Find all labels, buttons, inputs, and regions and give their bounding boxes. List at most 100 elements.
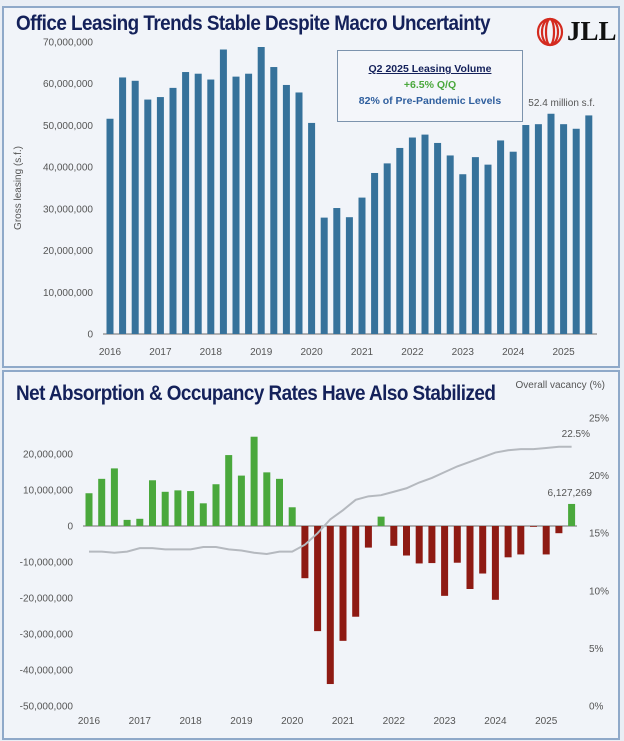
- leasing-bar: [396, 147, 404, 334]
- net-absorption-bar-positive: [263, 472, 271, 526]
- y-tick-label: 70,000,000: [43, 38, 93, 49]
- y2-tick-label: 15%: [589, 529, 609, 540]
- x-tick-label: 2018: [179, 716, 202, 727]
- net-absorption-bar-positive: [187, 491, 195, 526]
- y2-tick-label: 10%: [589, 586, 609, 597]
- net-absorption-bar-positive: [110, 468, 118, 526]
- leasing-bar: [194, 73, 202, 335]
- leasing-bar: [270, 67, 278, 335]
- leasing-bar: [282, 84, 290, 334]
- net-absorption-bar-positive: [225, 455, 233, 526]
- callout-heading: Q2 2025 Leasing Volume: [368, 63, 492, 75]
- jll-logo-text: JLL: [567, 16, 617, 46]
- vacancy-annotation: 22.5%: [562, 429, 590, 440]
- callout-box: Q2 2025 Leasing Volume +6.5% Q/Q 82% of …: [337, 50, 523, 122]
- absorption-panel: Net Absorption & Occupancy Rates Have Al…: [2, 370, 620, 740]
- net-absorption-bar-negative: [479, 526, 487, 574]
- y-tick-label: 10,000,000: [43, 288, 93, 299]
- y-tick-label: 50,000,000: [43, 121, 93, 132]
- leasing-bar: [345, 217, 353, 334]
- net-absorption-bar-positive: [237, 475, 245, 526]
- y2-tick-label: 5%: [589, 644, 604, 655]
- leasing-bar: [547, 113, 555, 335]
- leasing-bar: [371, 172, 379, 334]
- leasing-bar: [421, 134, 429, 334]
- jll-logo: JLL: [536, 16, 617, 47]
- x-tick-label: 2025: [535, 716, 558, 727]
- jll-rings-logo-icon: [536, 17, 564, 46]
- leasing-bar: [333, 208, 341, 334]
- net-absorption-bar-negative: [428, 526, 436, 564]
- net-absorption-bar-positive: [212, 484, 220, 526]
- leasing-bar: [182, 72, 190, 334]
- net-absorption-bar-positive: [276, 478, 283, 526]
- absorption-chart-title: Net Absorption & Occupancy Rates Have Al…: [16, 382, 496, 405]
- y-tick-label: 0: [67, 522, 73, 533]
- leasing-bar: [295, 92, 303, 334]
- x-tick-label: 2016: [78, 716, 101, 727]
- leasing-bar: [257, 47, 265, 335]
- y-tick-label: -20,000,000: [20, 594, 74, 605]
- x-tick-label: 2016: [99, 347, 122, 358]
- net-absorption-bar-positive: [568, 503, 576, 526]
- y2-tick-label: 25%: [589, 414, 609, 425]
- y2-axis-title: Overall vacancy (%): [516, 380, 605, 391]
- x-tick-label: 2020: [281, 716, 304, 727]
- x-tick-label: 2022: [383, 716, 406, 727]
- leasing-bar: [144, 99, 152, 335]
- x-tick-label: 2020: [300, 347, 323, 358]
- leasing-bar: [471, 157, 479, 334]
- leasing-bar: [383, 163, 391, 334]
- net-absorption-bar-negative: [390, 526, 398, 546]
- leasing-bar: [522, 125, 530, 334]
- net-absorption-bar-negative: [314, 526, 322, 632]
- leasing-bar: [156, 97, 164, 334]
- leasing-bar: [585, 115, 593, 334]
- net-absorption-bar-negative: [364, 526, 372, 548]
- x-tick-label: 2025: [552, 347, 575, 358]
- x-tick-label: 2018: [200, 347, 223, 358]
- y2-tick-label: 20%: [589, 471, 609, 482]
- net-absorption-bar-positive: [85, 493, 93, 526]
- leasing-bar: [219, 49, 227, 334]
- leasing-bar: [572, 128, 580, 334]
- net-absorption-bar-positive: [149, 480, 156, 526]
- leasing-bar: [169, 87, 177, 334]
- leasing-bar: [446, 155, 454, 334]
- leasing-bar: [408, 137, 416, 334]
- net-absorption-bar-positive: [98, 478, 106, 526]
- net-absorption-bar-negative: [415, 526, 423, 564]
- x-tick-label: 2022: [401, 347, 424, 358]
- x-tick-label: 2024: [484, 716, 507, 727]
- x-tick-label: 2017: [129, 716, 152, 727]
- y-tick-label: 20,000,000: [43, 246, 93, 257]
- y-axis-title: Gross leasing (s.f.): [13, 146, 24, 230]
- y-tick-label: -50,000,000: [20, 702, 74, 713]
- net-absorption-bar-negative: [339, 526, 347, 641]
- y-tick-label: 30,000,000: [43, 204, 93, 215]
- net-absorption-bar-positive: [174, 490, 182, 526]
- callout-level: 82% of Pre-Pandemic Levels: [358, 95, 502, 107]
- y-tick-label: 20,000,000: [23, 450, 73, 461]
- x-tick-label: 2019: [250, 347, 273, 358]
- last-bar-annotation: 6,127,269: [548, 488, 593, 499]
- leasing-bar: [509, 151, 517, 334]
- leasing-bar: [497, 140, 505, 334]
- leasing-bar: [308, 122, 316, 334]
- net-absorption-bar-negative: [530, 526, 537, 527]
- x-tick-label: 2024: [502, 347, 525, 358]
- net-absorption-bar-negative: [466, 526, 474, 589]
- net-absorption-bar-negative: [453, 526, 461, 563]
- y2-tick-label: 0%: [589, 702, 604, 713]
- y-tick-label: 40,000,000: [43, 163, 93, 174]
- leasing-bar: [484, 164, 492, 334]
- y-tick-label: 10,000,000: [23, 486, 73, 497]
- x-tick-label: 2021: [351, 347, 374, 358]
- leasing-bar: [434, 142, 442, 334]
- leasing-chart-title: Office Leasing Trends Stable Despite Mac…: [16, 12, 490, 35]
- x-tick-label: 2019: [230, 716, 253, 727]
- net-absorption-bar-negative: [504, 526, 512, 558]
- net-absorption-bar-positive: [123, 519, 131, 526]
- vacancy-line: [89, 445, 572, 555]
